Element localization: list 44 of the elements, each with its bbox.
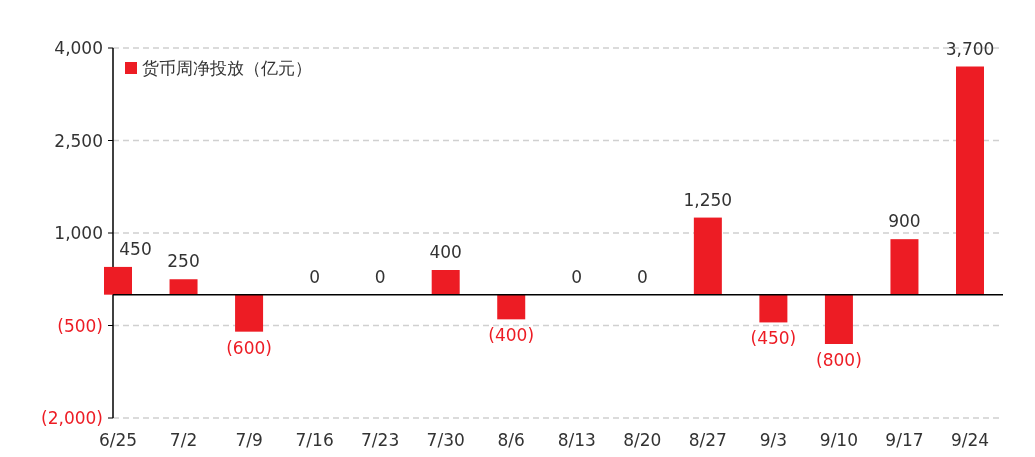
data-label: (450)	[750, 328, 797, 349]
data-label: 0	[309, 266, 321, 287]
x-tick-label: 7/9	[235, 430, 263, 450]
x-tick-label: 9/17	[885, 430, 924, 450]
y-tick-label: (2,000)	[41, 408, 103, 428]
data-label: 250	[167, 251, 200, 272]
y-tick-label: (500)	[57, 315, 103, 336]
x-tick-label: 6/25	[98, 430, 138, 450]
x-tick-label: 9/3	[759, 430, 788, 450]
data-label: 0	[374, 266, 386, 287]
x-tick-label: 9/24	[950, 430, 990, 450]
data-label: 0	[571, 266, 583, 287]
y-tick-label: 2,500	[54, 130, 103, 151]
data-label: (400)	[488, 325, 535, 346]
bar	[890, 239, 919, 295]
x-tick-label: 7/23	[361, 430, 400, 450]
bar	[693, 217, 722, 295]
y-tick-label: 4,000	[54, 38, 103, 58]
data-label: 400	[429, 242, 462, 262]
bar	[956, 66, 984, 295]
data-label: 3,700	[945, 38, 995, 59]
x-tick-label: 8/20	[623, 430, 662, 450]
bar	[824, 294, 853, 344]
y-tick-label: 1,000	[54, 223, 103, 243]
x-tick-label: 9/10	[819, 430, 859, 450]
x-tick-label: 8/13	[557, 430, 596, 450]
bar	[235, 294, 264, 332]
data-label: 900	[888, 211, 921, 232]
x-tick-label: 7/16	[295, 430, 334, 450]
bar	[431, 270, 460, 295]
x-tick-label: 7/30	[426, 430, 465, 450]
data-label: (600)	[226, 337, 272, 358]
data-label: 450	[119, 238, 152, 259]
x-tick-label: 8/27	[688, 430, 727, 450]
bar	[759, 294, 788, 323]
bar	[104, 266, 132, 295]
data-label: 1,250	[683, 189, 733, 210]
x-tick-label: 8/6	[497, 430, 525, 450]
x-tick-label: 7/2	[169, 430, 198, 450]
bar	[497, 294, 526, 320]
data-label: 0	[636, 266, 648, 287]
data-label: (800)	[816, 350, 862, 370]
legend-label: 货币周净投放（亿元）	[142, 58, 312, 78]
bar	[169, 279, 198, 295]
